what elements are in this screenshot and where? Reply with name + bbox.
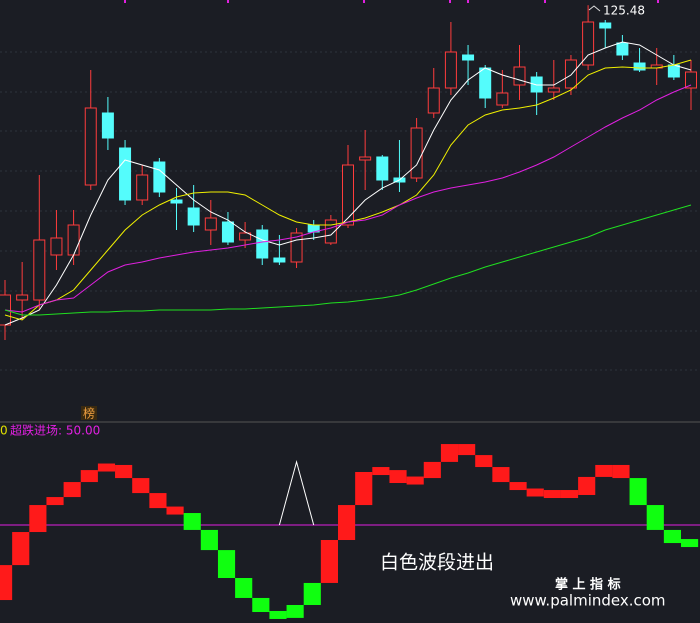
step-block <box>612 464 630 479</box>
step-block <box>97 463 116 472</box>
high-pointer <box>588 5 601 12</box>
candle-body <box>582 21 595 66</box>
step-block <box>235 578 253 598</box>
step-block <box>269 610 287 619</box>
step-block <box>475 455 493 468</box>
step-block <box>338 505 356 541</box>
candle-body <box>239 232 252 241</box>
step-block <box>372 467 390 476</box>
ma-line <box>4 84 692 313</box>
candle-body <box>324 219 337 244</box>
candle-body <box>221 221 234 243</box>
step-block <box>663 529 681 544</box>
candle-body <box>67 224 80 256</box>
candle-body <box>496 92 509 106</box>
step-block <box>406 476 424 485</box>
candle-body <box>564 59 577 89</box>
candle-body <box>273 257 286 263</box>
signal-line <box>278 460 315 526</box>
step-block <box>63 482 81 498</box>
candle-body <box>50 237 63 256</box>
step-block <box>681 539 699 548</box>
badge: 榜 <box>83 406 95 421</box>
watermark-title: 掌 上 指 标 <box>555 577 621 593</box>
step-block <box>217 550 236 579</box>
step-block <box>543 490 561 499</box>
step-block <box>578 476 596 495</box>
ma-line <box>4 204 692 316</box>
candle-body <box>359 156 372 161</box>
step-block <box>423 461 441 479</box>
badge-box <box>81 406 97 420</box>
step-block <box>0 565 13 601</box>
candle-body <box>136 174 149 201</box>
ref-label: 超跌进场: 50.00 <box>10 423 100 438</box>
candle-body <box>33 239 46 301</box>
candle-body <box>616 42 629 56</box>
candle-body <box>342 164 354 226</box>
step-block <box>12 532 30 566</box>
candle-body <box>170 199 183 204</box>
step-block <box>80 470 98 483</box>
step-block <box>560 490 579 499</box>
step-block <box>166 506 184 515</box>
candle-body <box>153 161 166 193</box>
step-block <box>132 478 150 494</box>
candle-body <box>204 217 217 231</box>
candle-body <box>119 147 132 201</box>
candle-body <box>547 87 560 93</box>
candle-body <box>290 232 303 263</box>
watermark-url: www.palmindex.com <box>510 592 666 610</box>
candle-body <box>427 87 440 114</box>
candle-body <box>513 66 526 86</box>
candle-body <box>101 112 114 139</box>
candle-body <box>667 64 680 78</box>
step-block <box>492 467 510 483</box>
step-block <box>115 464 133 479</box>
step-block <box>183 513 201 530</box>
candle-body <box>84 107 97 186</box>
step-block <box>355 471 373 506</box>
ma-line <box>4 41 692 326</box>
step-block <box>286 604 304 618</box>
step-block <box>595 464 613 477</box>
candle-body <box>479 67 492 99</box>
step-block <box>629 478 647 506</box>
annotation: 白色波段进出 <box>380 552 494 574</box>
step-block <box>458 444 476 456</box>
step-block <box>252 597 270 613</box>
high-label: 125.48 <box>603 4 645 18</box>
candle-body <box>599 22 612 29</box>
step-block <box>526 488 544 497</box>
step-block <box>509 482 527 491</box>
candle-body <box>410 127 423 179</box>
candle-body <box>462 54 475 61</box>
candle-body <box>685 71 697 89</box>
candle-body <box>444 51 457 89</box>
candle-body <box>256 229 269 259</box>
candle-body <box>16 294 29 301</box>
step-block <box>646 505 664 530</box>
candle-body <box>376 156 389 181</box>
candle-body <box>633 62 646 71</box>
step-block <box>46 497 64 506</box>
step-block <box>320 540 338 583</box>
top-dots <box>124 0 659 3</box>
candle-body <box>187 207 200 226</box>
step-block <box>29 505 47 533</box>
step-block <box>303 582 321 605</box>
indicator-prefix: 0 <box>0 424 8 438</box>
step-block <box>389 470 407 484</box>
step-block <box>149 493 167 509</box>
step-block <box>440 444 459 462</box>
step-block <box>200 529 218 551</box>
